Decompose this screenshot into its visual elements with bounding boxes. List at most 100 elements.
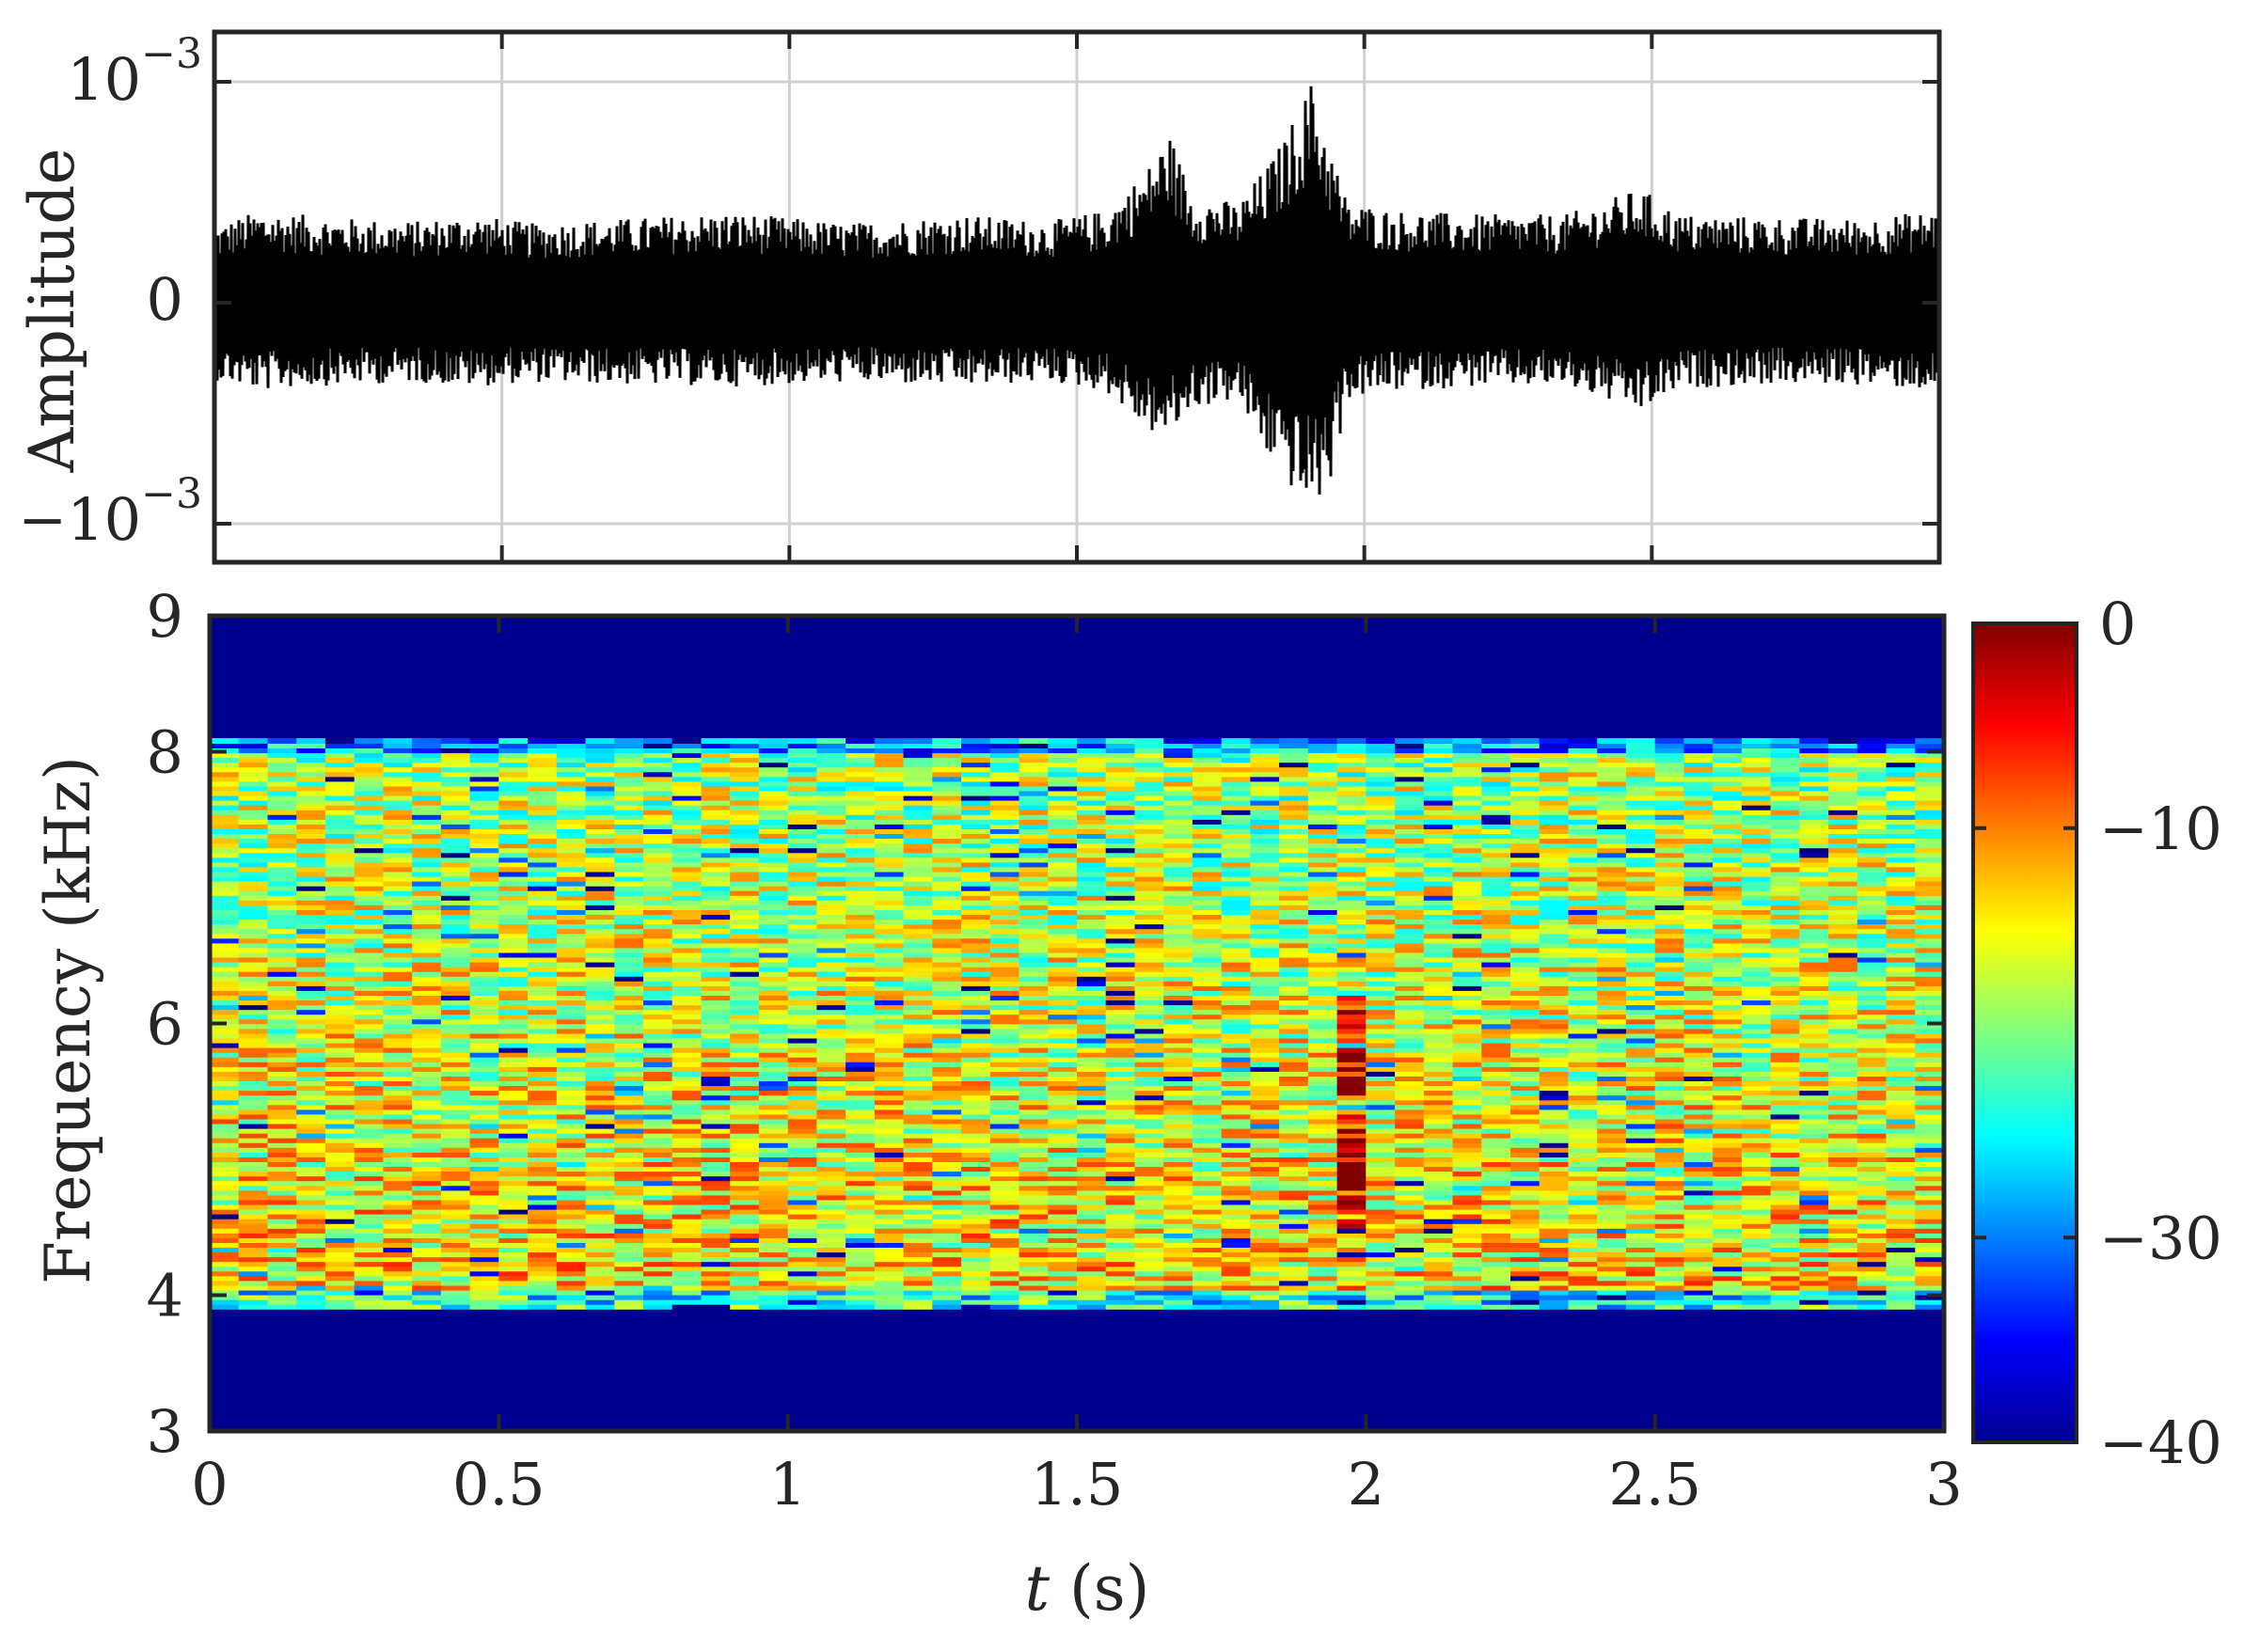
spectrogram-cell: [528, 885, 558, 891]
spectrogram-cell: [643, 956, 673, 963]
spectrogram-cell: [324, 771, 356, 778]
spectrogram-cell: [528, 852, 558, 858]
spectrogram-cell: [1221, 743, 1252, 748]
spectrogram-cell: [845, 1028, 876, 1034]
spectrogram-cell: [1336, 824, 1367, 829]
spectrogram-cell: [903, 1046, 934, 1053]
spectrogram-cell: [1048, 900, 1078, 905]
spectrogram-cell: [412, 1228, 442, 1234]
spectrogram-cell: [758, 1062, 789, 1067]
spectrogram-cell: [1134, 1062, 1164, 1067]
spectrogram-cell: [758, 1256, 789, 1263]
spectrogram-cell: [440, 1109, 471, 1115]
spectrogram-cell: [1250, 956, 1280, 963]
spectrogram-cell: [1307, 981, 1338, 986]
spectrogram-cell: [758, 985, 789, 991]
spectrogram-cell: [903, 1014, 934, 1020]
spectrogram-cell: [383, 766, 413, 773]
spectrogram-cell: [1307, 1266, 1338, 1272]
spectrogram-cell: [1336, 1166, 1367, 1172]
spectrogram-cell: [1163, 1094, 1193, 1101]
spectrogram-cell: [874, 1076, 905, 1081]
spectrogram-cell: [354, 785, 385, 792]
spectrogram-cell: [932, 1189, 962, 1196]
spectrogram-cell: [643, 1085, 673, 1092]
spectrogram-cell: [354, 795, 385, 801]
spectrogram-cell: [874, 909, 905, 915]
spectrogram-cell: [1279, 995, 1309, 1001]
spectrogram-cell: [469, 814, 500, 820]
spectrogram-cell: [816, 995, 846, 1001]
spectrogram-cell: [556, 970, 587, 977]
spectrogram-cell: [1134, 1298, 1164, 1305]
spectrogram-cell: [1336, 1042, 1367, 1048]
spectrogram-cell: [1019, 1137, 1049, 1143]
spectrogram-cell: [1048, 747, 1078, 754]
spectrogram-cell: [1221, 1085, 1252, 1092]
spectrogram-cell: [556, 1189, 587, 1196]
spectrogram-cell: [961, 1180, 991, 1187]
spectrogram-cell: [614, 1062, 644, 1067]
spectrogram-cell: [961, 1109, 991, 1115]
spectrogram-cell: [1048, 799, 1078, 806]
spectrogram-cell: [1279, 1261, 1309, 1267]
spectrogram-cell: [672, 1127, 703, 1134]
spectrogram-cell: [354, 894, 385, 901]
spectrogram-cell: [643, 766, 673, 773]
spectrogram-cell: [412, 747, 442, 754]
spectrogram-cell: [1134, 942, 1164, 949]
spectrogram-cell: [354, 966, 385, 972]
spectrogram-cell: [1019, 1228, 1049, 1234]
spectrogram-cell: [1279, 1166, 1309, 1172]
spectrogram-cell: [556, 990, 587, 996]
spectrogram-cell: [1307, 875, 1338, 882]
spectrogram-cell: [354, 842, 385, 849]
spectrogram-cell: [614, 1141, 644, 1148]
spectrogram-cell: [412, 889, 442, 896]
spectrogram-cell: [787, 1123, 818, 1129]
spectrogram-cell: [238, 1137, 269, 1143]
spectrogram-cell: [1366, 999, 1396, 1006]
spectrogram-cell: [1307, 871, 1338, 877]
spectrogram-cell: [614, 1185, 644, 1191]
spectrogram-cell: [1134, 1132, 1164, 1139]
spectrogram-cell: [585, 995, 615, 1001]
spectrogram-cell: [816, 776, 846, 782]
spectrogram-cell: [816, 1233, 846, 1238]
spectrogram-cell: [1221, 880, 1252, 887]
spectrogram-cell: [1019, 1166, 1049, 1172]
spectrogram-cell: [758, 857, 789, 863]
spectrogram-cell: [1019, 909, 1049, 915]
spectrogram-cell: [932, 981, 962, 986]
spectrogram-cell: [874, 1113, 905, 1120]
spectrogram-cell: [1134, 919, 1164, 925]
spectrogram-cell: [787, 1009, 818, 1015]
spectrogram-cell: [1336, 814, 1367, 820]
spectrogram-cell: [585, 1147, 615, 1153]
spectrogram-cell: [672, 947, 703, 953]
spectrogram-cell: [238, 824, 269, 829]
spectrogram-cell: [845, 1266, 876, 1272]
spectrogram-cell: [643, 857, 673, 863]
spectrogram-cell: [701, 1066, 731, 1072]
spectrogram-cell: [816, 1251, 846, 1258]
spectrogram-cell: [1192, 905, 1223, 910]
spectrogram-cell: [1336, 1213, 1367, 1219]
spectrogram-cell: [874, 1104, 905, 1110]
spectrogram-cell: [354, 889, 385, 896]
spectrogram-cell: [1366, 889, 1396, 896]
spectrogram-cell: [440, 1237, 471, 1243]
spectrogram-cell: [267, 1109, 297, 1115]
spectrogram-cell: [585, 771, 615, 778]
spectrogram-cell: [989, 1104, 1020, 1110]
spectrogram-cell: [845, 909, 876, 915]
spectrogram-cell: [585, 1109, 615, 1115]
spectrogram-cell: [238, 852, 269, 858]
spectrogram-cell: [1221, 1023, 1252, 1030]
spectrogram-cell: [238, 1014, 269, 1020]
spectrogram-cell: [787, 1062, 818, 1067]
spectrogram-cell: [1163, 842, 1193, 849]
spectrogram-cell: [1336, 766, 1367, 773]
spectrogram-cell: [961, 1004, 991, 1011]
spectrogram-cell: [1307, 1085, 1338, 1092]
